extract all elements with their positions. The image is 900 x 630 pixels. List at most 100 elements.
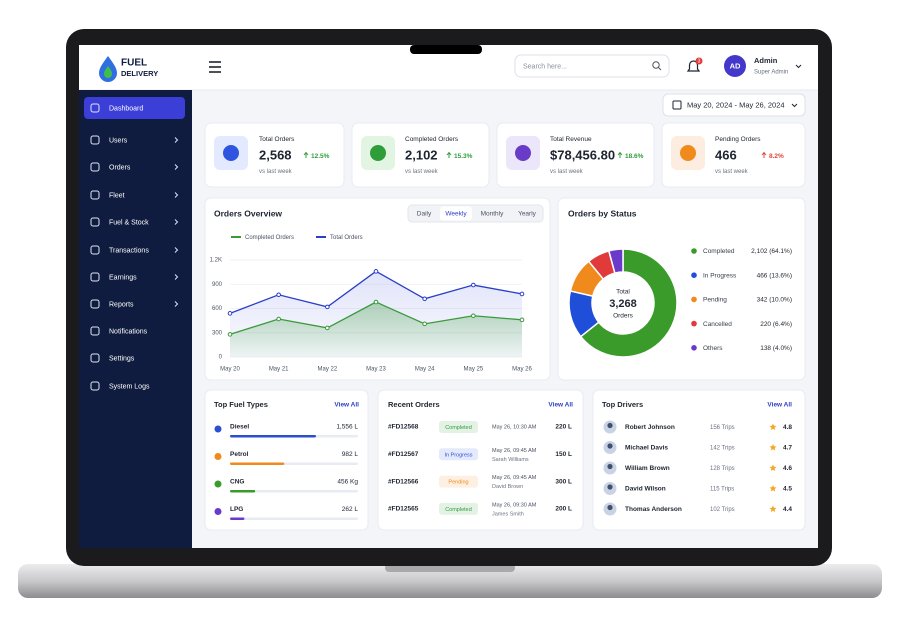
donut-center-value: 3,268 [609,298,637,310]
driver-name: Michael Davis [625,445,668,452]
fuel-bar [230,462,285,465]
x-tick-label: May 25 [463,367,483,373]
menu-icon [90,326,100,336]
card-title: Recent Orders [388,400,440,409]
date-picker[interactable] [662,93,806,117]
menu-item[interactable]: Dashboard [109,105,143,112]
data-point [422,321,427,327]
tab[interactable]: Yearly [518,211,537,218]
stat-icon [515,145,531,161]
menu-chevron [174,137,179,143]
stat-value: 2,102 [405,147,438,162]
tab-active [440,206,472,221]
data-point [227,332,233,337]
order-time: May 26, 10:30 AM [492,424,537,430]
driver-trips: 142 Trips [710,446,735,452]
driver-rating: 4.5 [783,486,792,493]
rating-star [769,444,777,451]
order-quantity: 300 L [555,478,572,485]
data-point [325,325,330,331]
order-quantity: 200 L [555,506,572,513]
stat-value: 2,568 [259,147,292,162]
driver-name: Robert Johnson [625,424,675,431]
calendar-icon [672,100,682,110]
x-tick-label: May 22 [317,367,337,373]
menu-item[interactable]: Orders [109,164,131,171]
user-role: Super Admin [754,70,788,76]
driver-avatar-head [607,504,613,511]
rating-star [769,464,777,471]
search-placeholder: Search here... [523,63,567,70]
menu-item[interactable]: Earnings [109,274,137,281]
tab[interactable]: Daily [417,211,432,218]
legend-value: 220 (6.4%) [760,321,792,328]
order-time: May 26, 09:45 AM [492,448,537,454]
menu-item[interactable]: Reports [109,301,134,308]
menu-item[interactable]: System Logs [109,383,150,390]
trend-arrow [446,151,452,158]
stat-note: vs last week [550,169,584,175]
menu-icon [90,103,100,113]
avatar[interactable] [724,55,746,77]
menu-item[interactable]: Transactions [109,247,149,254]
legend-label: Pending [703,297,727,304]
menu-chevron [174,274,179,280]
fuel-bar [230,435,316,438]
fuel-bar [230,517,245,520]
rating-star [769,485,777,492]
menu-chevron [174,164,179,170]
status-pill [439,421,478,433]
view-all-link[interactable]: View All [767,402,792,409]
menu-toggle[interactable] [209,61,221,73]
menu-item[interactable]: Fuel & Stock [109,219,149,226]
legend-label: In Progress [703,272,737,279]
menu-chevron [174,219,179,225]
bell-icon[interactable] [686,60,701,72]
view-all-link[interactable]: View All [548,402,573,409]
status-label: Completed [445,507,472,513]
driver-avatar-head [607,484,613,490]
legend-value: 138 (4.0%) [760,345,792,352]
order-id: #FD12567 [388,451,419,458]
x-tick-label: May 21 [269,367,289,373]
data-point [325,304,330,310]
data-point [373,299,379,305]
data-point [276,316,281,322]
view-all-link[interactable]: View All [334,402,359,409]
driver-rating: 4.6 [783,465,792,472]
tab[interactable]: Monthly [481,211,505,218]
legend-dot [691,248,697,254]
menu-icon [90,353,100,363]
trend-arrow [617,151,623,158]
stat-change: 8.2% [769,153,784,160]
search-box[interactable] [514,54,670,78]
bar-track [230,490,358,493]
stat-label: Total Orders [259,136,295,143]
x-tick-label: May 23 [366,367,386,373]
menu-icon [90,381,100,391]
data-point [519,317,525,323]
legend-label: Total Orders [330,235,363,241]
card-title: Top Drivers [602,400,643,409]
brand-line1: FUEL [121,58,147,69]
data-point [422,296,427,302]
laptop-base [18,564,882,598]
fuel-icon [214,425,222,433]
order-id: #FD12565 [388,506,419,513]
area-fill [230,302,522,357]
legend-label: Completed Orders [245,235,294,241]
stat-change: 12.5% [311,153,330,160]
menu-item[interactable]: Fleet [109,192,125,199]
stat-change: 15.3% [454,153,473,160]
fuel-amount: 982 L [342,451,359,458]
menu-item[interactable]: Users [109,137,128,144]
stat-value: 466 [715,147,737,162]
menu-item[interactable]: Notifications [109,328,148,335]
data-point [471,313,476,319]
menu-item[interactable]: Settings [109,355,135,362]
date-caret [791,103,798,108]
camera-notch [410,45,482,54]
chart-title: Orders Overview [214,208,282,218]
order-customer: James Smith [492,511,524,517]
tab[interactable]: Weekly [445,211,467,218]
